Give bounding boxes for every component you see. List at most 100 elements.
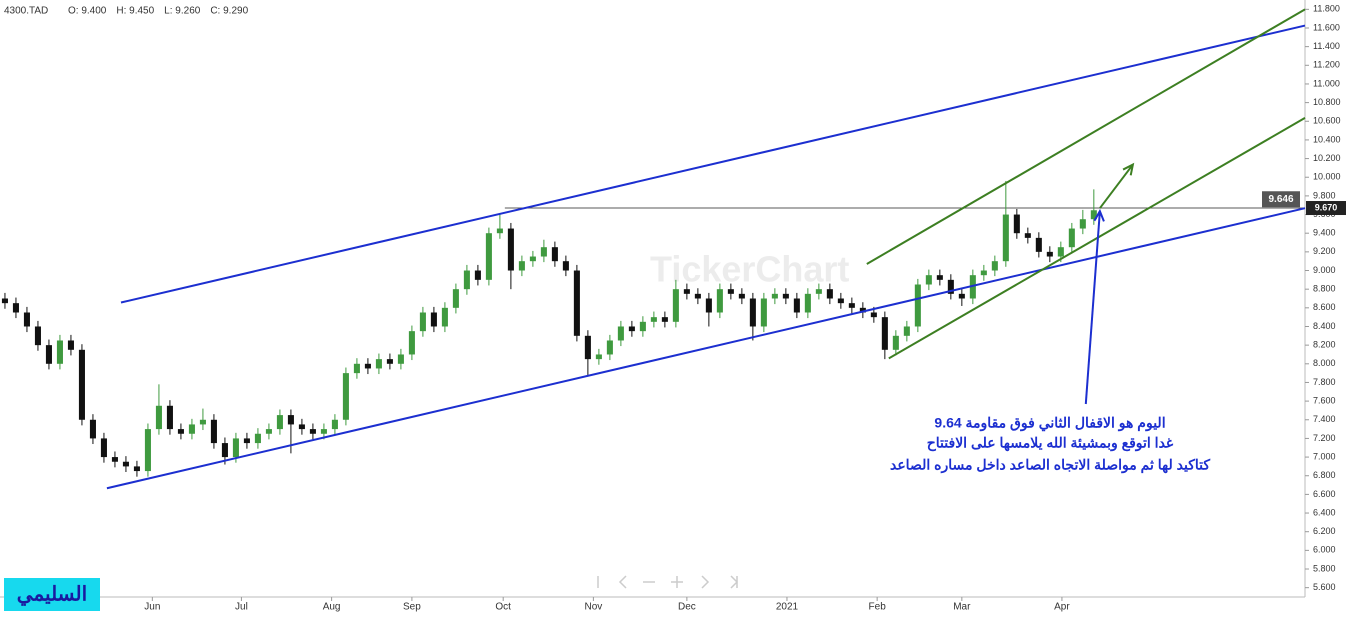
nav-next[interactable]	[701, 575, 710, 589]
trendline	[106, 207, 1306, 490]
candle-body	[309, 429, 316, 434]
candle-body	[507, 228, 514, 271]
candle-body	[287, 415, 294, 425]
candle-body	[441, 307, 448, 327]
x-tick-label: Oct	[495, 602, 511, 613]
y-tick-label: 11.000	[1313, 78, 1340, 88]
candle-body	[243, 438, 250, 444]
y-tick-label: 6.200	[1313, 526, 1336, 536]
header-item: C: 9.290	[210, 6, 248, 17]
candle-body	[1046, 251, 1053, 257]
candle-body	[793, 298, 800, 313]
y-tick-label: 9.200	[1313, 246, 1336, 256]
candle-body	[892, 335, 899, 350]
y-tick-label: 11.600	[1313, 22, 1340, 32]
candle-body	[23, 312, 30, 327]
candle-body	[45, 345, 52, 364]
candle-body	[177, 429, 184, 434]
candle-body	[628, 326, 635, 332]
candle-body	[12, 303, 19, 313]
header-item: H: 9.450	[116, 6, 154, 17]
candle-body	[1057, 247, 1064, 257]
y-tick-label: 10.600	[1313, 116, 1341, 126]
candle-body	[584, 335, 591, 360]
last-price-label: 9.646	[1268, 194, 1293, 205]
candle-body	[705, 298, 712, 313]
candle-body	[738, 293, 745, 299]
candle-body	[1068, 228, 1075, 248]
candle-body	[540, 247, 547, 257]
x-tick-label: 2021	[776, 602, 799, 613]
watermark: TickerChart	[650, 249, 849, 290]
candle-body	[320, 429, 327, 434]
candle-body	[496, 228, 503, 234]
candle-body	[408, 331, 415, 355]
x-tick-label: Apr	[1054, 602, 1070, 613]
x-tick-label: Sep	[403, 602, 421, 613]
nav-controls	[597, 575, 739, 589]
y-tick-label: 8.000	[1313, 358, 1336, 368]
annotation-line: اليوم هو الاقفال الثاني فوق مقاومة 9.64	[934, 415, 1165, 432]
y-tick-label: 10.200	[1313, 153, 1341, 163]
y-tick-label: 7.200	[1313, 433, 1336, 443]
logo: السليمي	[17, 583, 87, 606]
candle-body	[848, 303, 855, 308]
nav-zoom-in[interactable]	[671, 576, 683, 588]
candle-body	[771, 293, 778, 299]
candle-body	[485, 233, 492, 280]
nav-prev[interactable]	[618, 575, 627, 589]
candle-body	[419, 312, 426, 332]
candle-body	[221, 443, 228, 458]
y-tick-label: 9.800	[1313, 190, 1336, 200]
candle-body	[67, 340, 74, 350]
arrow	[1084, 211, 1101, 405]
candle-body	[254, 433, 261, 444]
candle-body	[155, 405, 162, 430]
candle-body	[694, 293, 701, 299]
x-tick-label: Dec	[678, 602, 696, 613]
level-label: 9.670	[1315, 202, 1338, 212]
candle-body	[595, 354, 602, 360]
candle-body	[34, 326, 41, 346]
candle-body	[518, 261, 525, 271]
candle-body	[661, 317, 668, 322]
candle-body	[452, 289, 459, 308]
x-tick-label: Jul	[235, 602, 248, 613]
candle-body	[188, 424, 195, 434]
candle-body	[100, 438, 107, 458]
x-tick-label: Nov	[584, 602, 602, 613]
candle-body	[716, 289, 723, 313]
candle-body	[364, 363, 371, 369]
y-tick-label: 5.800	[1313, 563, 1336, 573]
y-tick-label: 7.800	[1313, 377, 1336, 387]
candle-body	[1079, 219, 1086, 229]
candle-body	[298, 424, 305, 430]
y-tick-label: 6.600	[1313, 489, 1336, 499]
candle-body	[78, 349, 85, 420]
y-tick-label: 9.000	[1313, 265, 1336, 275]
candle-body	[881, 317, 888, 350]
candle-body	[1002, 214, 1009, 262]
y-tick-label: 6.000	[1313, 545, 1336, 555]
x-tick-label: Aug	[323, 602, 341, 613]
y-tick-label: 10.400	[1313, 134, 1341, 144]
candle-body	[1090, 210, 1097, 220]
y-tick-label: 8.400	[1313, 321, 1336, 331]
candle-body	[122, 461, 129, 467]
logo-box	[4, 578, 100, 611]
candle-body	[397, 354, 404, 364]
candle-body	[133, 466, 140, 472]
candle-body	[463, 270, 470, 290]
candle-body	[1013, 214, 1020, 234]
candle-body	[947, 279, 954, 294]
candle-body	[144, 429, 151, 472]
y-tick-label: 11.800	[1313, 4, 1340, 14]
nav-end[interactable]	[730, 575, 739, 589]
y-tick-label: 11.400	[1313, 41, 1340, 51]
annotation-line: كتاكيد لها ثم مواصلة الاتجاه الصاعد داخل…	[890, 457, 1210, 474]
candle-body	[89, 419, 96, 439]
candle-body	[265, 429, 272, 434]
y-tick-label: 7.400	[1313, 414, 1336, 424]
candle-body	[232, 438, 239, 458]
